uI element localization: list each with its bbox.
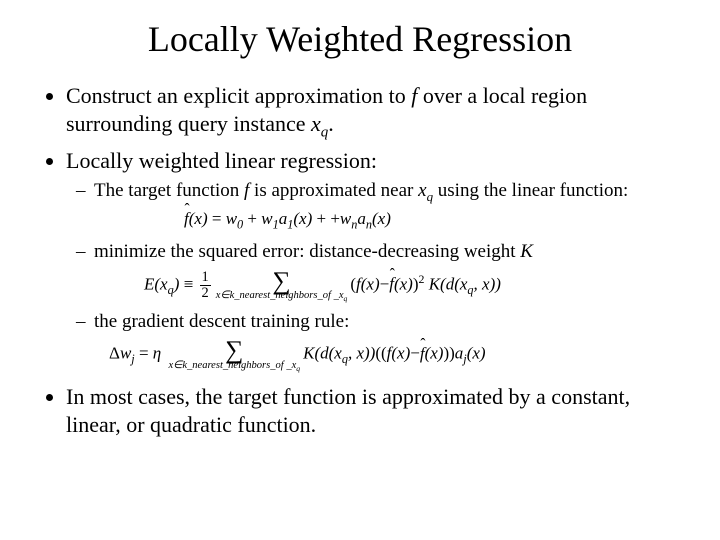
formula-2: E(xq) ≡ 12∑x∈k_nearest_neighbors_of _xq(…	[94, 265, 682, 308]
f2-eq: ≡	[179, 274, 197, 293]
f1-x: (x)	[189, 209, 208, 228]
f2-Earg: (x	[154, 274, 167, 293]
f3-close: ))	[443, 344, 454, 363]
f1-a1x: (x)	[293, 209, 312, 228]
f2-frac-den: 2	[200, 285, 211, 300]
formula-3: Δwj = η ∑x∈k_nearest_neighbors_of _xqK(d…	[94, 334, 682, 377]
sub-bullet-list: The target function f is approximated ne…	[66, 179, 682, 377]
f2-K: K	[424, 274, 440, 293]
f3-eq: =	[135, 344, 153, 363]
f3-minus: −	[410, 344, 420, 363]
slide-container: Locally Weighted Regression Construct an…	[0, 0, 720, 464]
sub-bullet-3: the gradient descent training rule: Δwj …	[94, 310, 682, 378]
f2-sum: ∑x∈k_nearest_neighbors_of _xq	[216, 268, 348, 303]
sub-2-K: K	[520, 241, 533, 262]
f3-fhatx: (x)	[425, 344, 444, 363]
f1-anx: (x)	[372, 209, 391, 228]
f2-fhat: f	[389, 273, 394, 295]
f1-plus1: +	[243, 209, 261, 228]
sub-bullet-1: The target function f is approximated ne…	[94, 179, 682, 238]
bullet-2: Locally weighted linear regression: The …	[66, 147, 682, 378]
bullet-1-xq-x: x	[311, 111, 321, 136]
bullet-list: Construct an explicit approximation to f…	[38, 82, 682, 440]
f2-sum-below: x∈k_nearest_neighbors_of _x	[216, 290, 344, 301]
sub-1-pre: The target function	[94, 180, 244, 201]
f1-plus2: +	[312, 209, 330, 228]
f1-fhat: f	[184, 208, 189, 230]
sub-2-pre: minimize the squared error: distance-dec…	[94, 241, 520, 262]
bullet-1: Construct an explicit approximation to f…	[66, 82, 682, 143]
f3-fx: (x)	[391, 344, 410, 363]
bullet-1-pre: Construct an explicit approximation to	[66, 83, 411, 108]
f1-w0: w	[226, 209, 237, 228]
f2-Karg: (d(x	[440, 274, 467, 293]
f3-ajx: (x)	[467, 344, 486, 363]
f3-w: w	[120, 344, 131, 363]
f1-an: a	[357, 209, 366, 228]
sub-1-mid: is approximated near	[249, 180, 418, 201]
f1-eq: =	[208, 209, 226, 228]
f3-sum-below: x∈k_nearest_neighbors_of _x	[168, 360, 296, 371]
f1-wn: w	[340, 209, 351, 228]
f3-fhat: f	[420, 343, 425, 365]
f3-open: ((	[375, 344, 386, 363]
f3-sum-below-q: q	[296, 364, 300, 373]
bullet-1-post: .	[328, 111, 334, 136]
f1-dots: +	[330, 209, 340, 228]
f2-frac-num: 1	[200, 270, 211, 284]
f2-sum-below-q: q	[344, 294, 348, 303]
f1-a1: a	[279, 209, 288, 228]
sub-bullet-2: minimize the squared error: distance-dec…	[94, 240, 682, 308]
f3-delta: Δ	[109, 344, 120, 363]
bullet-2-text: Locally weighted linear regression:	[66, 148, 377, 173]
f3-sum: ∑x∈k_nearest_neighbors_of _xq	[168, 337, 300, 372]
bullet-3: In most cases, the target function is ap…	[66, 383, 682, 439]
f2-minus: −	[380, 274, 390, 293]
f2-Karg-mid: , x))	[474, 274, 501, 293]
bullet-3-text: In most cases, the target function is ap…	[66, 384, 630, 437]
sub-3-text: the gradient descent training rule:	[94, 311, 349, 332]
formula-1: f(x) = w0 + w1a1(x) + +wnan(x)	[94, 205, 682, 238]
f3-Karg-mid: , x))	[348, 344, 375, 363]
f3-aj: a	[455, 344, 464, 363]
f2-fhatx: (x)	[394, 274, 413, 293]
f2-frac: 12	[200, 270, 211, 300]
f3-Karg: (d(x	[314, 344, 341, 363]
f3-eta: η	[153, 344, 161, 363]
sub-1-xq-x: x	[418, 180, 426, 201]
f2-fx: (x)	[361, 274, 380, 293]
slide-title: Locally Weighted Regression	[38, 18, 682, 60]
sub-1-post: using the linear function:	[433, 180, 628, 201]
f1-w1: w	[261, 209, 272, 228]
f2-E: E	[144, 274, 154, 293]
f3-K: K	[303, 344, 314, 363]
